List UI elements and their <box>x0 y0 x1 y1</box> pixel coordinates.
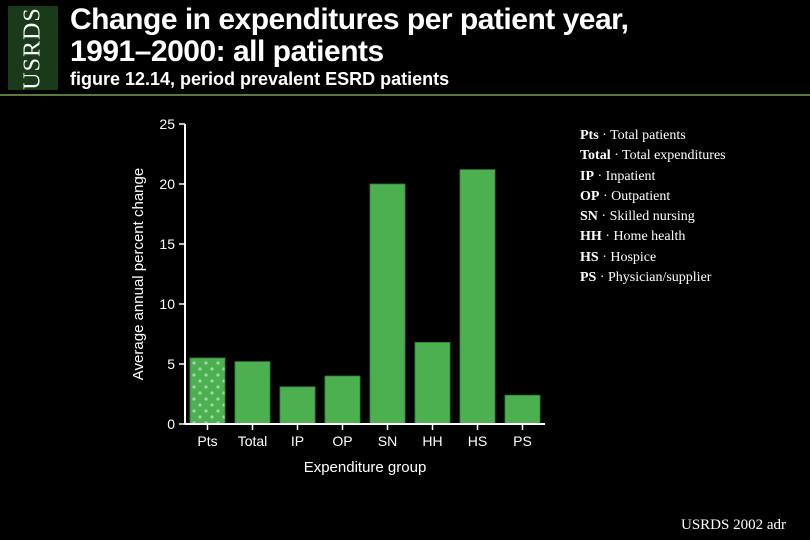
svg-text:OP: OP <box>332 433 352 449</box>
svg-text:Pts: Pts <box>197 433 217 449</box>
svg-text:5: 5 <box>167 356 175 372</box>
logo-box: USRDS <box>8 6 58 90</box>
svg-text:0: 0 <box>167 416 175 432</box>
svg-text:20: 20 <box>159 176 175 192</box>
slide-content: 0 5 10 15 20 25 Pts Total IP OP SN HH HS PS Expenditur… <box>0 96 810 516</box>
svg-text:10: 10 <box>159 296 175 312</box>
svg-text:Expenditure group: Expenditure group <box>304 459 427 476</box>
bar-op <box>325 376 360 424</box>
legend-item-op: OP · Outpatient <box>580 187 726 207</box>
legend-item-ps: PS · Physician/supplier <box>580 268 726 288</box>
bar-chart: 0 5 10 15 20 25 Pts Total IP OP SN HH HS PS Expenditur… <box>125 114 565 494</box>
legend-item-hs: HS · Hospice <box>580 248 726 268</box>
svg-text:25: 25 <box>159 116 175 132</box>
legend-item-total: Total · Total expenditures <box>580 146 726 166</box>
legend: Pts · Total patientsTotal · Total expend… <box>580 126 726 288</box>
legend-item-ip: IP · Inpatient <box>580 167 726 187</box>
svg-text:HH: HH <box>422 433 442 449</box>
bar-total <box>235 362 270 424</box>
svg-text:Total: Total <box>238 433 268 449</box>
title-line-1: Change in expenditures per patient year, <box>70 3 629 36</box>
bar-ip <box>280 387 315 424</box>
svg-text:15: 15 <box>159 236 175 252</box>
bar-hh <box>415 342 450 424</box>
legend-item-pts: Pts · Total patients <box>580 126 726 146</box>
slide-header: USRDS Change in expenditures per patient… <box>0 0 810 96</box>
svg-text:PS: PS <box>513 433 532 449</box>
chart-svg: 0 5 10 15 20 25 Pts Total IP OP SN HH HS PS Expenditur… <box>125 114 565 484</box>
legend-item-sn: SN · Skilled nursing <box>580 207 726 227</box>
bar-hs <box>460 170 495 424</box>
svg-text:SN: SN <box>378 433 397 449</box>
title-area: Change in expenditures per patient year,… <box>66 0 810 90</box>
legend-item-hh: HH · Home health <box>580 227 726 247</box>
bar-ps <box>505 395 540 424</box>
title-line-2: 1991–2000: all patients <box>70 35 384 68</box>
footer-credit: USRDS 2002 adr <box>681 517 786 534</box>
slide-title: Change in expenditures per patient year,… <box>70 4 800 67</box>
bar-pts <box>190 358 225 424</box>
svg-text:HS: HS <box>468 433 487 449</box>
bar-sn <box>370 184 405 424</box>
slide-subtitle: figure 12.14, period prevalent ESRD pati… <box>70 69 800 90</box>
svg-text:Average annual percent change: Average annual percent change <box>130 168 147 380</box>
svg-text:IP: IP <box>291 433 304 449</box>
logo-text: USRDS <box>20 7 47 89</box>
